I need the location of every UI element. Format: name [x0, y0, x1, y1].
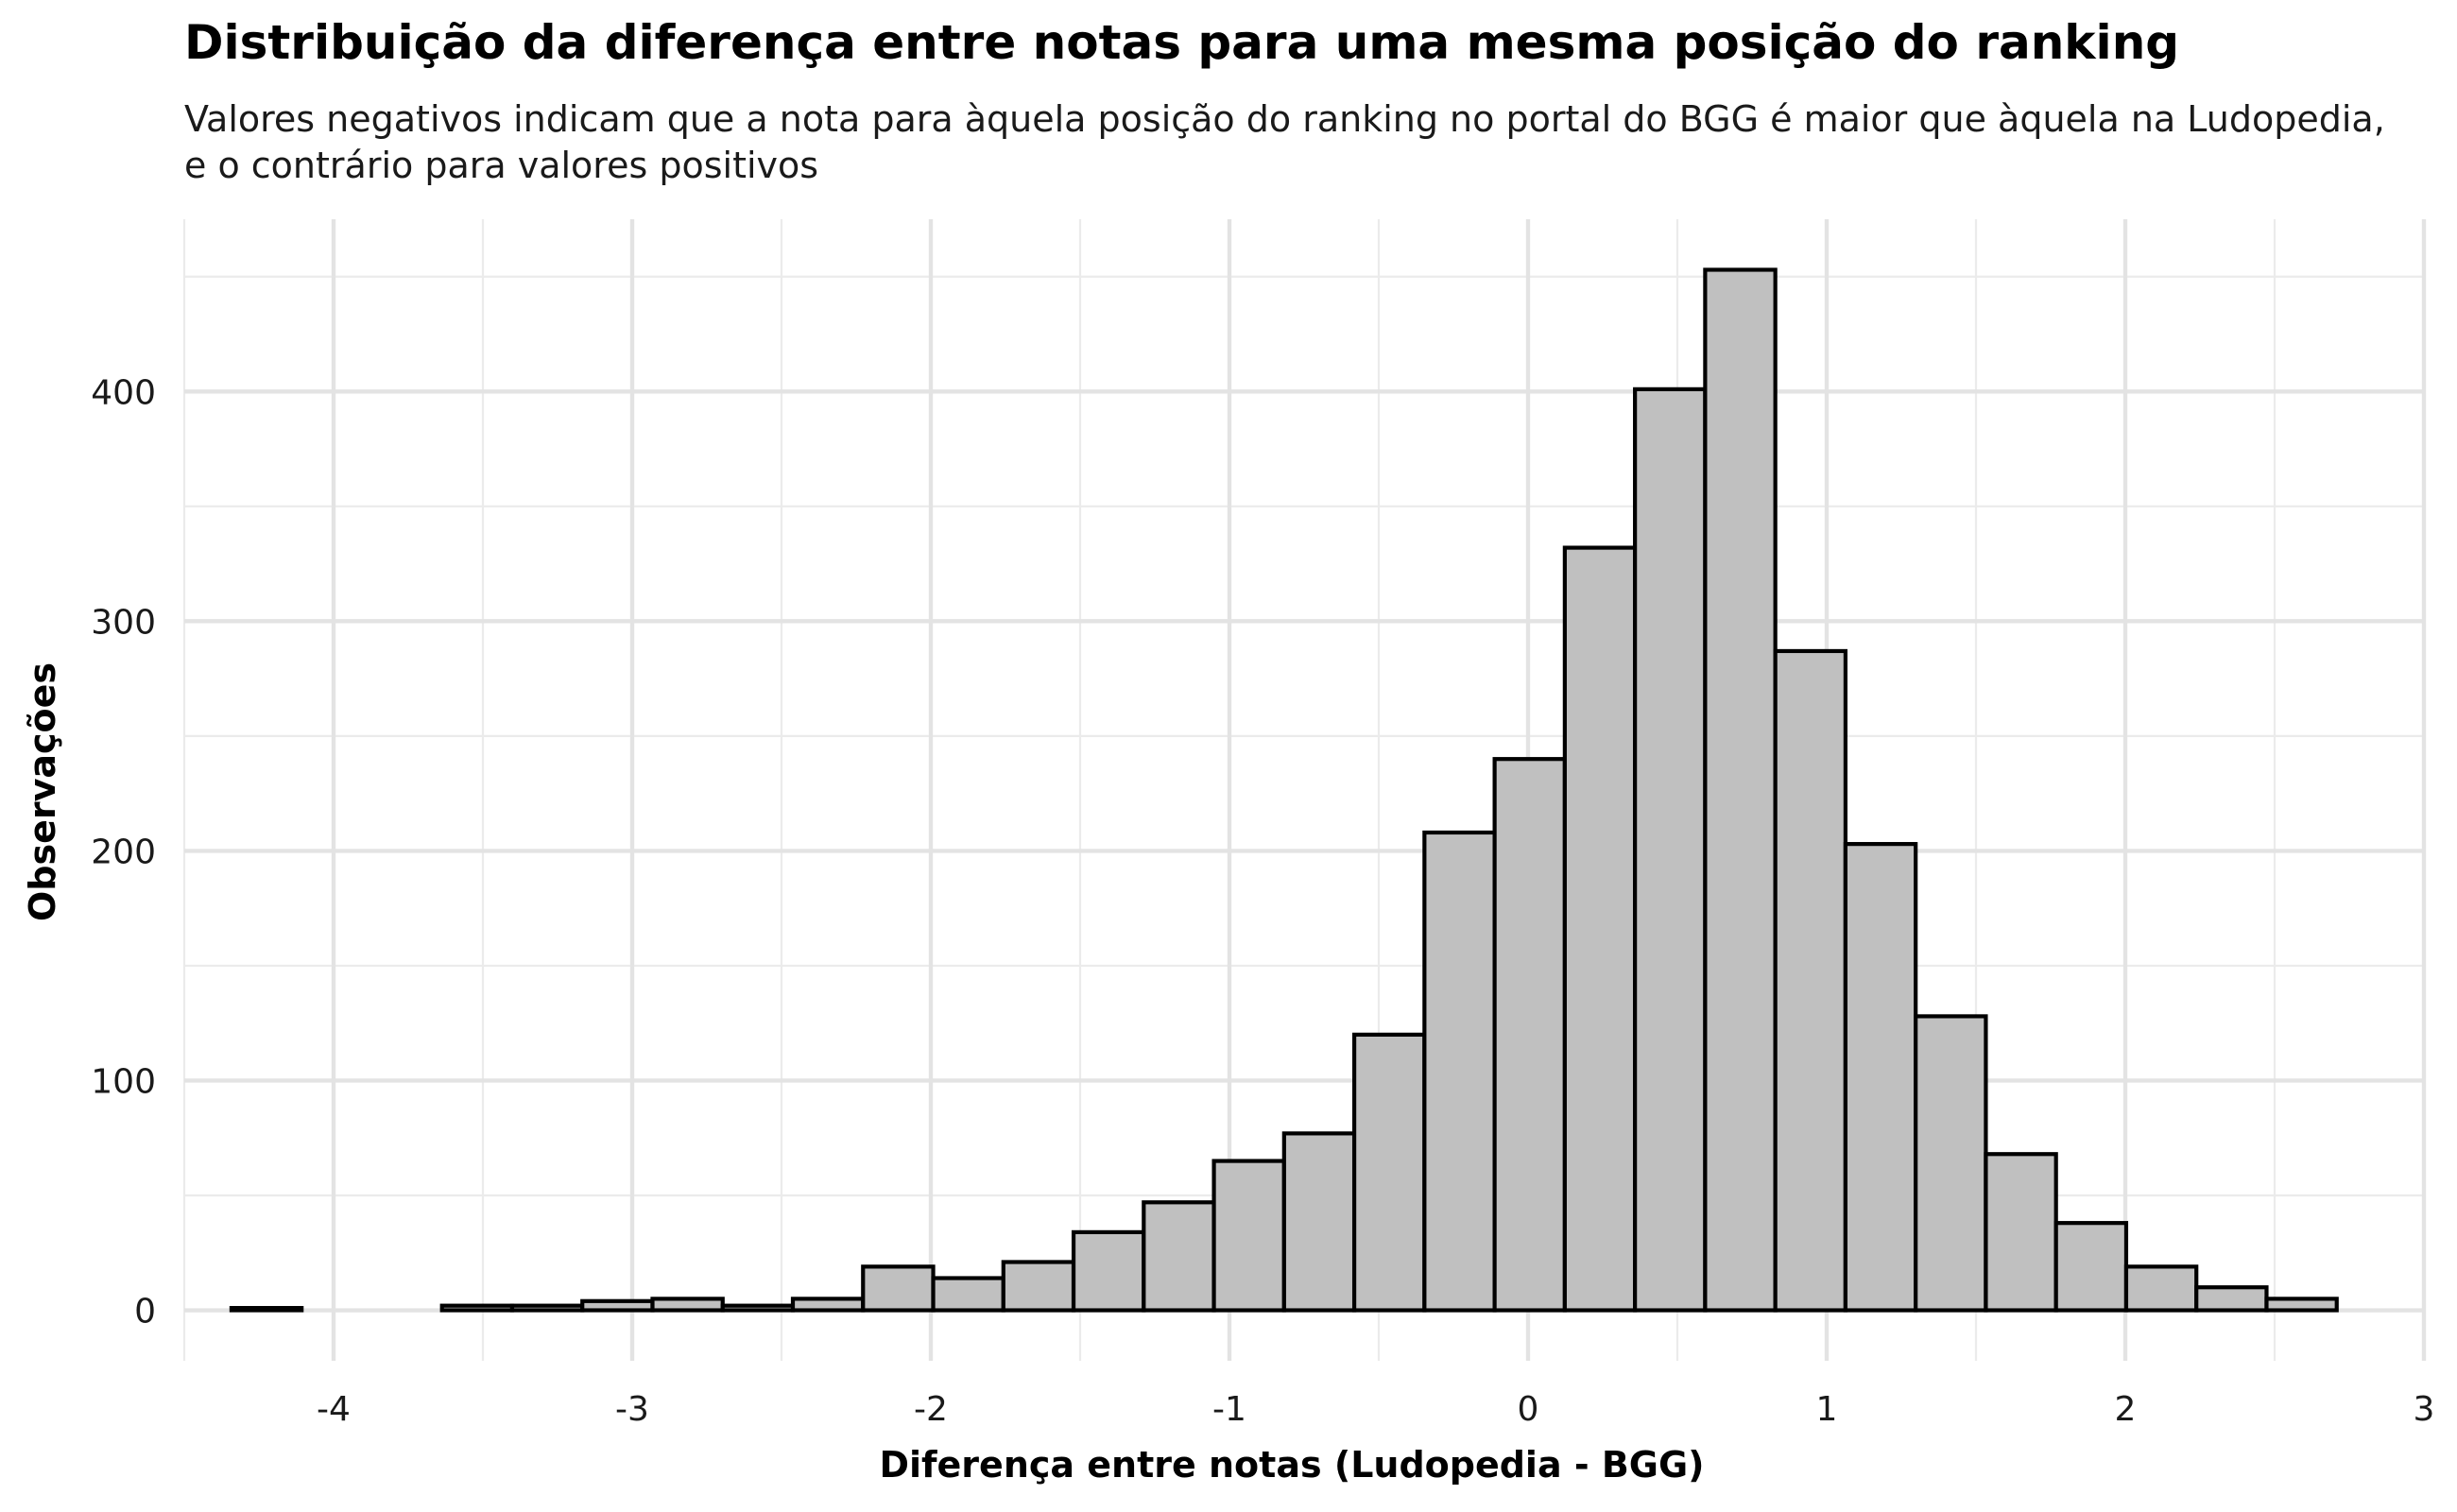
histogram-bar: [2053, 1221, 2129, 1313]
histogram-bar: [1281, 1131, 1357, 1313]
histogram-bar: [1422, 830, 1497, 1313]
y-tick-label: 200: [91, 833, 156, 871]
y-tick-label: 400: [91, 373, 156, 412]
histogram-bar: [2194, 1285, 2269, 1313]
chart-title: Distribuição da diferença entre notas pa…: [184, 15, 2180, 70]
histogram-bar: [650, 1297, 725, 1313]
histogram-bar: [1071, 1229, 1146, 1313]
histogram-bar: [931, 1276, 1005, 1313]
x-axis-label: Diferença entre notas (Ludopedia - BGG): [879, 1444, 1704, 1486]
chart-subtitle: Valores negativos indicam que a nota par…: [184, 96, 2385, 189]
chart-subtitle-line: Valores negativos indicam que a nota par…: [184, 98, 2385, 140]
x-tick-label: -2: [914, 1390, 948, 1429]
histogram-bar: [1211, 1159, 1286, 1313]
histogram-bars: [229, 267, 2339, 1313]
histogram-bar: [790, 1297, 866, 1313]
chart-subtitle-line: e o contrário para valores positivos: [184, 145, 819, 186]
histogram-bar: [1633, 387, 1708, 1313]
histogram-bar: [1492, 757, 1567, 1313]
y-tick-label: 0: [134, 1293, 156, 1332]
x-tick-label: 0: [1518, 1390, 1539, 1429]
histogram-bar: [580, 1298, 655, 1313]
x-tick-label: -4: [317, 1390, 351, 1429]
y-tick-label: 100: [91, 1062, 156, 1101]
histogram-bar: [861, 1264, 936, 1313]
x-tick-label: 3: [2414, 1390, 2435, 1429]
histogram-bar: [229, 1305, 304, 1313]
histogram-bar: [1773, 648, 1848, 1313]
histogram-bar: [1843, 842, 1918, 1313]
histogram-bar: [2123, 1264, 2199, 1313]
histogram-bar: [1703, 267, 1778, 1313]
histogram-bar: [1562, 545, 1638, 1313]
histogram-bar: [720, 1303, 796, 1313]
histogram-bar: [1914, 1014, 1988, 1313]
histogram-bar: [509, 1303, 585, 1313]
y-tick-label: 300: [91, 603, 156, 642]
x-tick-label: -3: [615, 1390, 649, 1429]
histogram-bar: [439, 1303, 515, 1313]
histogram-bar: [2264, 1297, 2339, 1313]
x-tick-label: 1: [1816, 1390, 1838, 1429]
histogram-bar: [1001, 1260, 1076, 1313]
histogram-bar: [1351, 1032, 1427, 1313]
x-tick-label: 2: [2115, 1390, 2137, 1429]
x-tick-label: -1: [1212, 1390, 1246, 1429]
y-axis-label: Observações: [22, 662, 63, 921]
axis-ticks: -4 -3 -2 -1 0 1 2 3 0 100 200 300 400: [91, 373, 2434, 1429]
histogram-bar: [1984, 1152, 2058, 1313]
histogram-bar: [1142, 1200, 1216, 1313]
